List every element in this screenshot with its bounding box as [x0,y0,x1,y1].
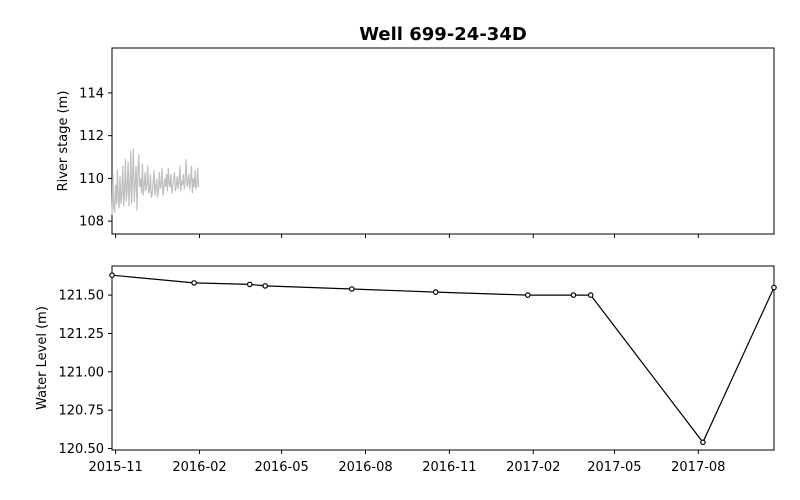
water-level-x-tick-label-5: 2017-02 [506,460,560,475]
water-level-point-1 [191,280,197,286]
chart-title: Well 699-24-34D [359,24,527,45]
water-level-point-7 [570,292,577,298]
water-level-y-ticks: 120.50 120.75 121.00 121.25 121.50 [59,289,112,457]
water-level-y-axis-label: Water Level (m) [35,306,50,410]
water-level-y-tick-label-1: 120.75 [59,404,105,419]
water-level-point-6 [524,292,531,298]
water-level-x-tick-label-1: 2016-02 [172,460,226,475]
river-stage-y-tick-label-0: 108 [79,215,104,230]
river-stage-y-axis-label: River stage (m) [56,91,71,192]
water-level-point-10 [771,284,777,291]
water-level-y-tick-label-0: 120.50 [59,442,105,457]
water-level-y-tick-label-3: 121.25 [59,327,105,342]
river-stage-x-ticks [115,234,699,238]
water-level-point-5 [432,289,439,295]
water-level-point-4 [348,286,355,292]
water-level-axes-frame [111,265,775,451]
water-level-panel: 2015-11 2016-02 2016-05 2016-08 2016-11 2017-… [35,265,777,475]
water-level-points [109,272,777,446]
water-level-point-3 [262,283,269,289]
water-level-x-tick-label-3: 2016-08 [338,460,392,475]
water-level-x-tick-label-7: 2017-08 [671,460,725,475]
river-stage-y-tick-label-2: 112 [79,129,104,144]
water-level-point-0 [109,272,115,279]
water-level-point-8 [587,292,594,298]
water-level-x-tick-label-6: 2017-05 [587,460,641,475]
water-level-point-9 [700,439,706,446]
river-stage-y-tick-label-1: 110 [79,172,104,187]
river-stage-series-line [111,148,200,215]
water-level-x-tick-label-4: 2016-11 [422,460,476,475]
river-stage-axes-frame [111,47,775,235]
river-stage-y-ticks: 108 110 112 114 [79,86,112,230]
water-level-x-tick-label-0: 2015-11 [88,460,142,475]
water-level-x-ticks: 2015-11 2016-02 2016-05 2016-08 2016-11 2017-… [88,450,725,475]
water-level-series-line [111,274,775,444]
water-level-y-tick-label-2: 121.00 [59,365,105,380]
water-level-x-tick-label-2: 2016-05 [254,460,308,475]
water-level-y-tick-label-4: 121.50 [59,289,105,304]
river-stage-panel: 108 110 112 114 River stage (m) [56,47,775,238]
river-stage-y-tick-label-3: 114 [79,86,104,101]
water-level-point-2 [246,281,253,288]
